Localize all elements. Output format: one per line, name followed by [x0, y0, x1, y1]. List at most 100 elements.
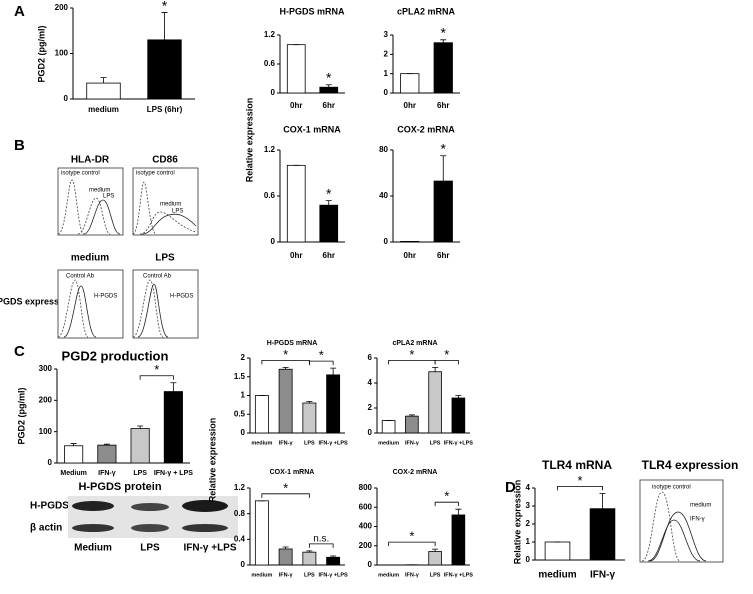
flow-frame [639, 479, 724, 563]
y-tick-label: 0 [384, 88, 389, 97]
significance-bracket [308, 543, 334, 548]
bar [302, 402, 317, 434]
error-bar [161, 12, 168, 40]
y-tick-label: 200 [39, 395, 53, 404]
bar [428, 551, 442, 566]
bar [64, 445, 84, 464]
blot-band [182, 500, 228, 512]
chart-title: COX-1 mRNA [270, 469, 315, 476]
chart-title: cPLA2 mRNA [392, 340, 437, 347]
bar [97, 444, 117, 464]
blot-column-label: Medium [74, 543, 112, 554]
flow-label: LPS [172, 209, 183, 215]
y-tick-label: 0 [64, 94, 69, 103]
flow-curve [132, 181, 157, 235]
x-tick-label: 6hr [437, 251, 449, 260]
y-tick-label: 2 [241, 353, 246, 362]
significance-bracket [434, 501, 459, 507]
x-tick-label: IFN-γ [98, 470, 116, 477]
significance-mark: * [326, 69, 332, 85]
flow-label: H-PGDS [94, 294, 117, 300]
x-tick-label: IFN-γ + LPS [154, 470, 193, 477]
x-tick-label: IFN-γ +LPS [319, 440, 349, 446]
error-bar [306, 550, 313, 553]
flow-label: isotype control [136, 171, 175, 177]
flow-title: TLR4 expression [642, 458, 739, 472]
flow-curve [132, 279, 164, 338]
blot-band [131, 524, 169, 532]
error-bar [440, 39, 447, 43]
flow-curve [137, 283, 169, 338]
y-tick-label: 600 [359, 502, 373, 511]
error-bar [330, 367, 337, 375]
y-tick-label: 4 [526, 483, 531, 492]
flow-condition: medium [71, 253, 109, 264]
flow-title: HLA-DR [71, 155, 110, 166]
x-tick-label: 0hr [404, 251, 416, 260]
x-tick-label: IFN-γ [590, 570, 615, 581]
y-tick-label: 1.2 [264, 145, 276, 154]
bar [163, 391, 183, 464]
bar [86, 82, 121, 100]
y-tick-label: 300 [39, 364, 53, 373]
flow-curve [141, 213, 197, 235]
error-bar [325, 84, 332, 88]
y-axis-label: Relative expression [512, 480, 522, 565]
significance-mark: * [444, 489, 449, 504]
blot-band [72, 524, 114, 532]
x-tick-label: IFN-γ [279, 572, 294, 578]
blot-band [131, 503, 169, 511]
significance-mark: * [283, 347, 288, 362]
bar [428, 371, 442, 434]
bar [544, 541, 571, 561]
flow-plot: Control Ab H-PGDS [132, 269, 199, 339]
chart-title: H-PGDS mRNA [267, 340, 318, 347]
x-tick-label: IFN-γ [405, 440, 420, 446]
y-axis-label: PGD2 (pg/ml) [16, 387, 26, 444]
blot-row-label: β actin [30, 523, 62, 534]
x-tick-label: LPS (6hr) [147, 105, 183, 114]
bar-chart: cPLA2 mRNA 0 1 2 3 0hr 6hr * [384, 6, 460, 110]
bar [286, 164, 306, 243]
bar [278, 368, 293, 434]
bar [319, 86, 339, 94]
flow-curve [649, 511, 707, 562]
x-tick-label: IFN-γ +LPS [319, 572, 349, 578]
bar [286, 44, 306, 94]
bar [302, 551, 317, 566]
significance-mark: * [441, 25, 447, 41]
error-bar [455, 508, 462, 515]
y-tick-label: 0 [241, 428, 246, 437]
chart-title: H-PGDS mRNA [279, 6, 345, 16]
x-tick-label: LPS [430, 572, 441, 578]
bar [381, 420, 396, 434]
blot-title: H-PGDS protein [78, 481, 161, 493]
significance-mark: * [409, 529, 414, 544]
blot-band [182, 524, 228, 532]
y-tick-label: 400 [359, 522, 373, 531]
flow-frame [132, 167, 199, 236]
error-bar [440, 155, 447, 182]
flow-plot: isotype control medium LPS [57, 167, 124, 236]
x-tick-label: medium [378, 572, 399, 578]
flow-curve [647, 519, 701, 562]
bar [254, 500, 269, 566]
blot-band [72, 501, 114, 511]
x-tick-label: 6hr [437, 101, 449, 110]
significance-mark: * [326, 185, 332, 201]
bar [147, 39, 182, 100]
chart-title: COX-2 mRNA [397, 124, 455, 134]
flow-plot: Control Ab H-PGDS [57, 269, 124, 339]
y-tick-label: 40 [379, 191, 388, 200]
significance-bracket [434, 359, 459, 365]
flow-row-label: H-PGDS expression [0, 296, 73, 306]
y-tick-label: 100 [39, 427, 53, 436]
bar-chart: COX-1 mRNA 0 0.6 1.2 0hr 6hr * [264, 124, 345, 260]
y-tick-label: 0 [48, 458, 53, 467]
y-tick-label: 0.5 [234, 409, 246, 418]
flow-label: medium [89, 188, 110, 194]
y-tick-label: 1.5 [234, 372, 246, 381]
panel-label: B [14, 137, 25, 154]
x-tick-label: medium [538, 570, 576, 581]
bar-chart: PGD2 production PGD2 (pg/ml) 0 100 200 300 Med… [16, 348, 193, 476]
